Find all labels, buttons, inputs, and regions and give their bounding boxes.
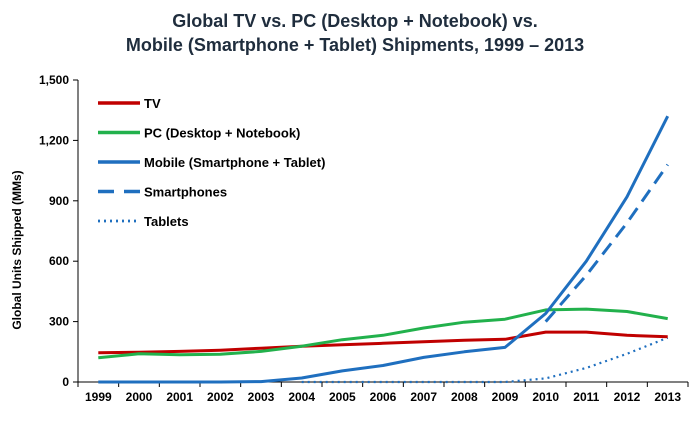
chart-title-line-2: Mobile (Smartphone + Tablet) Shipments, … <box>126 35 584 55</box>
x-tick-label: 2005 <box>329 390 356 404</box>
legend-label-pc-desktop-notebook: PC (Desktop + Notebook) <box>144 126 300 141</box>
x-tick-label: 2010 <box>532 390 559 404</box>
x-axis-ticks: 1999 2000 2001 2002 2003 2004 2005 2006 2007 2008… <box>77 382 689 404</box>
series-line-pc-desktop-notebook <box>98 307 668 360</box>
chart-title-line-1: Global TV vs. PC (Desktop + Notebook) vs… <box>172 11 538 31</box>
chart-title: Global TV vs. PC (Desktop + Notebook) vs… <box>126 11 584 55</box>
legend-label-tv: TV <box>144 96 161 111</box>
legend-label-mobile-smartphone-tablet: Mobile (Smartphone + Tablet) <box>144 155 325 170</box>
x-tick-label: 2001 <box>166 390 193 404</box>
x-tick-label: 2012 <box>614 390 641 404</box>
x-tick-label: 2007 <box>410 390 437 404</box>
x-tick-label: 2002 <box>207 390 234 404</box>
legend: TV PC (Desktop + Notebook) Mobile (Smartph… <box>98 96 325 229</box>
x-tick-label: 2004 <box>288 390 315 404</box>
x-tick-label: 2000 <box>126 390 153 404</box>
series-line-tablets <box>301 336 669 384</box>
x-tick-label: 2011 <box>573 390 599 404</box>
series-lines <box>98 115 670 384</box>
y-tick-label: 600 <box>49 254 69 268</box>
y-tick-label: 900 <box>49 194 69 208</box>
x-tick-label: 2009 <box>492 390 519 404</box>
y-tick-label: 0 <box>62 375 69 389</box>
series-line-smartphones <box>544 163 669 323</box>
legend-label-smartphones: Smartphones <box>144 185 227 200</box>
y-tick-label: 1,200 <box>39 133 69 147</box>
x-tick-label: 2013 <box>654 390 681 404</box>
legend-label-tablets: Tablets <box>144 214 189 229</box>
y-axis-label: Global Units Shipped (MMs) <box>10 170 24 329</box>
x-tick-label: 2003 <box>248 390 275 404</box>
y-tick-label: 300 <box>49 315 69 329</box>
x-tick-label: 1999 <box>85 390 112 404</box>
y-axis-ticks: 0 300 600 900 1,200 1,500 <box>39 73 78 389</box>
series-line-mobile-smartphone-tablet <box>98 115 670 384</box>
series-line-tv <box>98 330 668 355</box>
y-tick-label: 1,500 <box>39 73 69 87</box>
x-tick-label: 2006 <box>370 390 397 404</box>
x-tick-label: 2008 <box>451 390 478 404</box>
